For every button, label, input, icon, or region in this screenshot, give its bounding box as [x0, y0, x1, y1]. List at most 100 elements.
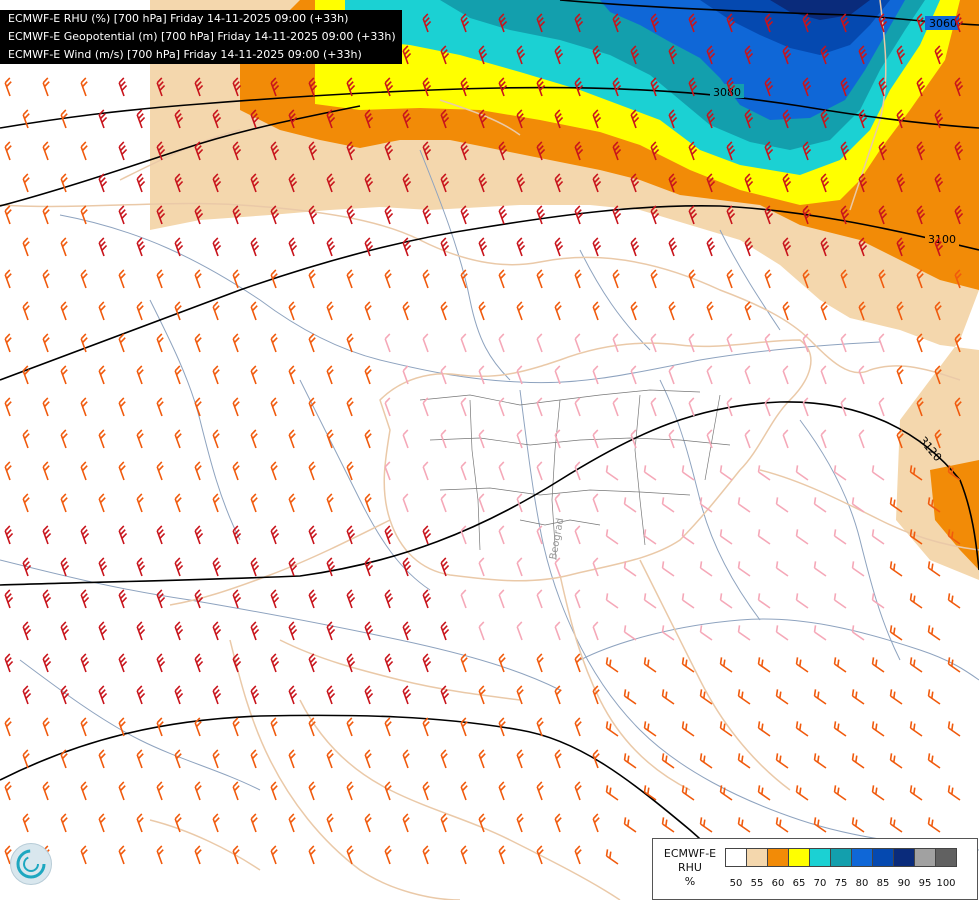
- wind-barb: [820, 365, 827, 385]
- wind-barb: [174, 237, 184, 257]
- wind-barb: [288, 365, 296, 385]
- wind-barb: [623, 625, 637, 641]
- wind-barb: [22, 365, 30, 385]
- wind-barb: [612, 13, 622, 33]
- wind-barb: [288, 429, 296, 449]
- wind-barb: [934, 45, 944, 65]
- wind-barb: [764, 397, 771, 417]
- wind-barb: [668, 301, 676, 321]
- wind-barb: [402, 365, 409, 385]
- wind-barb: [22, 493, 30, 513]
- wind-barb: [136, 237, 146, 257]
- wind-barb: [498, 141, 508, 161]
- wind-barb: [460, 205, 470, 225]
- legend-swatch-50: [725, 848, 747, 867]
- wind-barb: [98, 749, 106, 769]
- wind-barb: [98, 237, 108, 257]
- wind-barb: [118, 717, 126, 737]
- legend-swatch-90: [893, 848, 915, 867]
- wind-barb: [270, 461, 278, 481]
- wind-barb: [871, 529, 885, 545]
- wind-barb: [174, 429, 182, 449]
- wind-barb: [4, 269, 12, 289]
- wind-barb: [460, 141, 470, 161]
- wind-barb: [288, 557, 298, 577]
- contour-3100: [0, 105, 979, 381]
- wind-barb: [136, 301, 144, 321]
- wind-barb: [909, 785, 923, 801]
- wind-barb: [174, 365, 182, 385]
- wind-barb: [840, 13, 850, 33]
- wind-barb: [460, 397, 467, 417]
- wind-barb: [212, 813, 220, 833]
- wind-barb: [516, 173, 526, 193]
- wind-barb: [232, 717, 240, 737]
- wind-barb: [592, 493, 599, 513]
- wind-barb: [802, 13, 812, 33]
- legend-swatches: [725, 848, 957, 867]
- wind-barb: [478, 813, 486, 833]
- wind-barb: [42, 205, 50, 225]
- wind-barb: [308, 141, 318, 161]
- wind-barb: [554, 173, 564, 193]
- wind-barb: [934, 429, 942, 449]
- wind-barb: [719, 465, 733, 481]
- wind-barb: [650, 269, 658, 289]
- wind-barb: [174, 621, 184, 641]
- wind-barb: [118, 781, 126, 801]
- wind-barb: [954, 333, 962, 353]
- wind-barb: [174, 493, 182, 513]
- ecmwf-logo-icon: [10, 843, 52, 885]
- wind-barb: [726, 205, 736, 225]
- wind-barb: [174, 685, 184, 705]
- wind-barb: [688, 333, 695, 353]
- legend-label-100: 100: [936, 878, 956, 889]
- wind-barb: [288, 109, 298, 129]
- wind-barb: [681, 657, 695, 673]
- wind-barb: [889, 689, 903, 705]
- wind-barb: [288, 301, 296, 321]
- wind-barb: [554, 557, 561, 577]
- wind-barb: [346, 781, 354, 801]
- wind-barb: [346, 653, 356, 673]
- wind-barb: [833, 721, 847, 737]
- wind-barb: [813, 625, 827, 641]
- legend-swatch-55: [746, 848, 768, 867]
- wind-barb: [402, 109, 412, 129]
- wind-barb: [422, 653, 432, 673]
- wind-barb: [346, 269, 354, 289]
- wind-barb: [326, 685, 336, 705]
- wind-barb: [288, 685, 298, 705]
- wind-barb: [174, 301, 182, 321]
- wind-barb: [326, 173, 336, 193]
- legend-label-55: 55: [750, 878, 764, 889]
- wind-barb: [878, 13, 888, 33]
- wind-barb: [554, 621, 561, 641]
- wind-barb: [605, 593, 619, 609]
- wind-barb: [851, 689, 865, 705]
- wind-barb: [605, 657, 619, 673]
- wind-barb: [402, 429, 409, 449]
- wind-barb: [346, 205, 356, 225]
- wind-barb: [326, 429, 334, 449]
- wind-barb: [118, 333, 126, 353]
- legend-label-70: 70: [813, 878, 827, 889]
- wind-barb: [60, 365, 68, 385]
- wind-barb: [744, 237, 754, 257]
- rhu-legend: ECMWF-E RHU % 50 55 60 65 70 75 80 85 90 95 100: [652, 838, 978, 900]
- wind-barb: [820, 109, 830, 129]
- wind-barb: [954, 141, 964, 161]
- wind-barb: [554, 301, 562, 321]
- wind-barb: [478, 237, 488, 257]
- wind-barb: [212, 237, 222, 257]
- wind-barb: [60, 173, 68, 193]
- wind-barb: [592, 557, 599, 577]
- wind-barb: [422, 397, 429, 417]
- wind-barb: [250, 365, 258, 385]
- wind-barb: [871, 593, 885, 609]
- wind-barb: [460, 717, 468, 737]
- wind-barb: [212, 365, 220, 385]
- wind-barb: [934, 237, 944, 257]
- wind-barb: [118, 141, 128, 161]
